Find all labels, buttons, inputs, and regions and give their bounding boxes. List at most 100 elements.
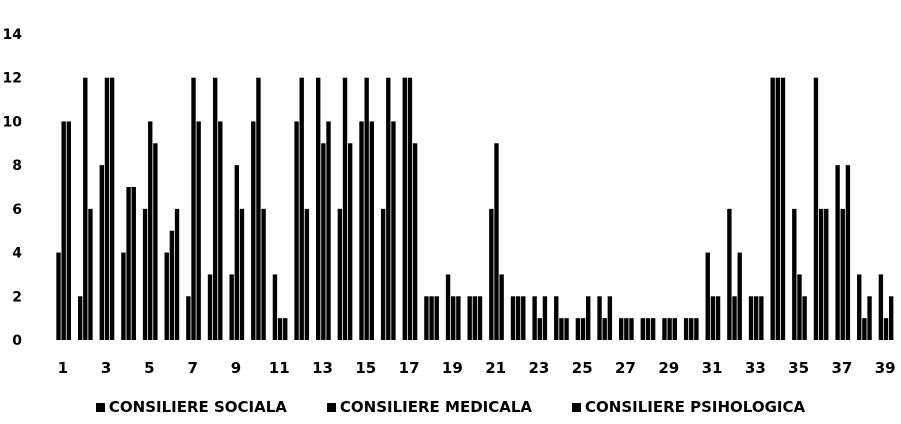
bar [489, 208, 494, 340]
bar [710, 296, 716, 340]
bar [737, 252, 742, 340]
bar [169, 230, 175, 340]
bars-group [56, 77, 894, 341]
bar [532, 296, 537, 340]
bar [499, 274, 504, 340]
bar [207, 274, 213, 340]
bar [88, 208, 93, 340]
legend-item-medical: CONSILIERE MEDICALA [326, 398, 533, 416]
bar [645, 318, 651, 340]
y-tick-label: 12 [3, 71, 22, 87]
bar [467, 296, 472, 340]
y-tick-label: 10 [3, 114, 23, 130]
x-tick-label: 25 [572, 359, 593, 377]
x-tick-label: 11 [269, 359, 290, 377]
bar [818, 208, 824, 340]
bar [510, 296, 516, 340]
bar [272, 274, 278, 340]
bar [380, 208, 386, 340]
bar [283, 318, 288, 340]
bar [234, 165, 239, 340]
bar [104, 77, 110, 341]
bar [218, 121, 223, 341]
bar [451, 296, 456, 340]
bar [732, 296, 737, 340]
bar [251, 121, 256, 341]
y-tick-label: 6 [12, 202, 22, 218]
bar [126, 187, 131, 340]
bar [559, 318, 564, 340]
bar [770, 77, 775, 341]
bar [121, 252, 126, 340]
bar [321, 143, 326, 340]
bar [650, 318, 656, 340]
bar [705, 252, 710, 340]
x-tick-label: 21 [485, 359, 506, 377]
bar [186, 296, 191, 340]
bar [66, 121, 72, 341]
x-tick-label: 1 [58, 359, 68, 377]
bar [845, 165, 851, 340]
bar [402, 77, 407, 341]
bar [878, 274, 884, 340]
bar [748, 296, 754, 340]
legend-item-psychological: CONSILIERE PSIHOLOGICA [572, 398, 805, 416]
bar [304, 208, 310, 340]
bar [727, 208, 732, 340]
bar [618, 318, 624, 340]
bar [888, 296, 894, 340]
bar [347, 143, 353, 340]
x-tick-label: 23 [528, 359, 549, 377]
x-tick-label: 39 [875, 359, 896, 377]
y-tick-label: 14 [3, 27, 23, 43]
x-tick-label: 15 [355, 359, 376, 377]
bar [694, 318, 699, 340]
bar [61, 121, 66, 341]
x-tick-label: 29 [658, 359, 679, 377]
bar [640, 318, 646, 340]
bar [99, 165, 104, 340]
bar [883, 318, 889, 340]
bar [813, 77, 819, 341]
bar [337, 208, 343, 340]
bar [602, 318, 607, 340]
bar [261, 208, 266, 340]
bar [142, 208, 148, 340]
x-tick-label: 17 [399, 359, 420, 377]
bar [840, 208, 845, 340]
bar [77, 296, 83, 340]
bar [792, 208, 797, 340]
bar [494, 143, 499, 340]
bar [662, 318, 667, 340]
x-tick-label: 33 [745, 359, 766, 377]
bar [83, 77, 88, 341]
bar [753, 296, 759, 340]
bar [629, 318, 634, 340]
bar [153, 143, 158, 340]
bar [456, 296, 461, 340]
x-tick-label: 13 [312, 359, 333, 377]
bar [715, 296, 721, 340]
bar [131, 187, 136, 340]
legend: CONSILIERE SOCIALA CONSILIERE MEDICALA C… [0, 398, 901, 416]
bar [359, 121, 364, 341]
bar [212, 77, 218, 341]
bar [342, 77, 348, 341]
bar [759, 296, 764, 340]
bar [391, 121, 396, 341]
y-tick-label: 4 [12, 246, 22, 262]
bar [256, 77, 261, 341]
bar [564, 318, 569, 340]
legend-label-medical: CONSILIERE MEDICALA [339, 398, 533, 416]
bar [857, 274, 862, 340]
bar [196, 121, 201, 341]
bar [277, 318, 283, 340]
bar [434, 296, 439, 340]
bar [386, 77, 391, 341]
bar [299, 77, 304, 341]
bar [624, 318, 629, 340]
x-tick-label: 5 [144, 359, 154, 377]
x-axis-ticks: 1 3 5 7 9 11 13 15 17 19 21 23 25 27 29 31 33 35 37 39 [58, 359, 896, 377]
x-tick-label: 35 [788, 359, 809, 377]
